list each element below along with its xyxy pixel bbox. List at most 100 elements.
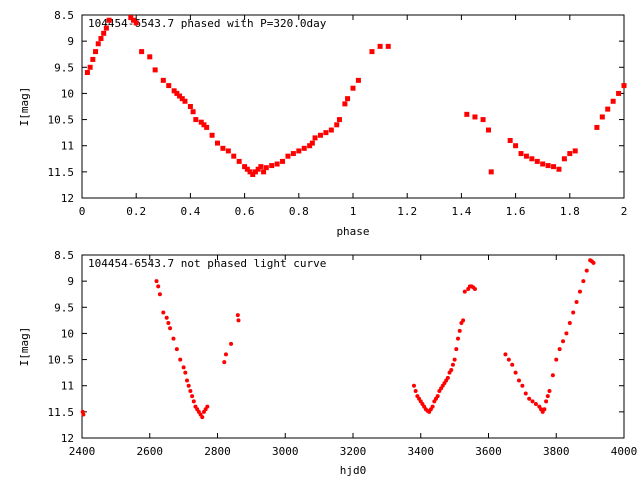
chart1-data-point	[610, 98, 616, 104]
chart1-data-point	[193, 117, 199, 123]
chart1-data-point	[567, 151, 573, 157]
chart2-x-tick-label: 2600	[137, 445, 164, 458]
chart2-x-tick-label: 3800	[543, 445, 570, 458]
chart1-x-tick-label: 1.2	[397, 205, 417, 218]
chart1-data-point	[269, 163, 275, 169]
chart1-data-point	[187, 104, 193, 109]
chart1-plot-title: 104454-6543.7 phased with P=320.0day	[88, 17, 327, 30]
chart2-data-point	[516, 378, 521, 383]
chart1-data-point	[605, 106, 611, 112]
chart2-data-point	[449, 368, 454, 373]
chart1-data-point	[534, 158, 540, 164]
chart1-data-point	[171, 88, 177, 94]
chart2-data-point	[591, 260, 596, 265]
chart2-data-point	[413, 388, 418, 393]
chart2-data-point	[190, 394, 195, 399]
chart2-data-point	[577, 289, 582, 294]
chart2-x-tick-label: 3400	[408, 445, 435, 458]
chart2-data-point	[564, 331, 569, 336]
chart1-data-point	[252, 169, 258, 175]
chart2-y-tick-label: 9	[67, 275, 74, 288]
chart2-data-point	[506, 357, 511, 362]
chart1-data-point	[488, 169, 494, 175]
chart2-data-point	[200, 415, 205, 420]
chart2-data-point	[542, 407, 547, 412]
chart1-data-point	[561, 156, 567, 162]
chart2-data-point	[561, 339, 566, 344]
chart2-data-point	[205, 404, 210, 409]
chart2-data-point	[571, 310, 576, 315]
chart1-x-axis-label: phase	[336, 225, 369, 238]
chart1-data-point	[201, 122, 207, 128]
chart1-data-point	[160, 77, 166, 83]
chart1-data-point	[84, 70, 90, 76]
chart2-data-point	[527, 396, 532, 401]
chart1-data-point	[177, 93, 183, 99]
chart2-data-point	[411, 383, 416, 388]
chart1-data-point	[464, 111, 470, 117]
chart2-data-point	[547, 388, 552, 393]
chart2-data-point	[430, 404, 435, 409]
chart2-data-point	[168, 326, 173, 331]
chart1-data-point	[152, 67, 158, 73]
chart1-data-point	[174, 90, 180, 96]
chart1-data-point	[540, 161, 546, 167]
chart1-y-tick-label: 12	[61, 192, 74, 205]
chart1-data-point	[480, 117, 486, 123]
chart2-data-point	[510, 362, 515, 367]
chart1-data-point	[312, 135, 318, 141]
chart2-data-point	[154, 279, 159, 284]
chart2-data-point	[457, 328, 462, 333]
chart1-y-tick-label: 11	[61, 140, 74, 153]
chart2-data-point	[503, 352, 508, 357]
chart1-data-point	[355, 77, 361, 83]
chart2-x-axis-label: hjd0	[340, 464, 367, 477]
chart1-data-point	[290, 151, 296, 157]
chart2-data-point	[545, 394, 550, 399]
chart1-data-point	[342, 101, 348, 107]
chart1-x-tick-label: 0	[79, 205, 86, 218]
chart1-data-point	[258, 164, 264, 170]
chart2-data-point	[456, 336, 461, 341]
chart2-data-point	[530, 399, 535, 404]
chart1-data-point	[323, 130, 329, 136]
chart1-data-point	[369, 49, 375, 55]
chart2-data-point	[574, 300, 579, 305]
chart2-data-point	[513, 370, 518, 375]
chart1-data-point	[128, 15, 134, 21]
chart1-data-point	[93, 49, 99, 55]
chart1-data-point	[616, 90, 622, 96]
chart2-data-point	[178, 357, 183, 362]
chart2-y-axis-label: I[mag]	[18, 327, 31, 367]
chart2-plot-title: 104454-6543.7 not phased light curve	[88, 257, 326, 270]
chart2-data-point	[550, 373, 555, 378]
chart1-data-point	[255, 166, 261, 172]
chart2-data-point	[520, 383, 525, 388]
chart2-y-tick-label: 10.5	[48, 354, 75, 367]
chart1-data-point	[280, 158, 286, 164]
chart1-data-point	[198, 119, 204, 125]
chart1-data-point	[621, 83, 627, 89]
chart1-plot-frame	[81, 14, 625, 199]
chart2-x-tick-label: 2800	[204, 445, 231, 458]
chart1-data-point	[556, 166, 562, 172]
chart2-x-tick-label: 3200	[340, 445, 367, 458]
chart1-x-tick-label: 0.4	[180, 205, 200, 218]
chart1-data-point	[507, 137, 513, 143]
chart2-data-point	[161, 310, 166, 315]
chart2-data-point	[557, 347, 562, 352]
chart2-data-point	[223, 352, 228, 357]
chart2-data-point	[185, 378, 190, 383]
chart2-data-point	[236, 318, 241, 323]
chart2-data-point	[164, 315, 169, 320]
chart2-data-point	[186, 383, 191, 388]
chart1-data-point	[572, 148, 578, 154]
chart1-data-point	[87, 64, 93, 70]
chart1-data-point	[95, 41, 101, 47]
chart2-data-point	[450, 362, 455, 367]
chart2-x-tick-label: 2400	[69, 445, 96, 458]
chart1-data-point	[513, 143, 519, 149]
chart1-data-point	[261, 169, 267, 175]
chart2-y-tick-label: 9.5	[54, 301, 74, 314]
